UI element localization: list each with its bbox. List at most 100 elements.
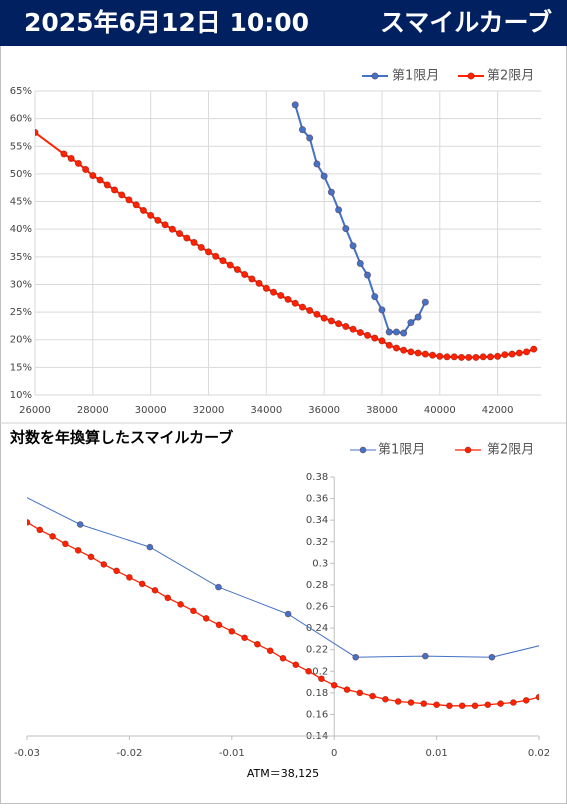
- data-point: [113, 567, 120, 575]
- data-point: [330, 681, 338, 689]
- data-point: [100, 561, 108, 568]
- x-tick-label: 26000: [19, 405, 51, 416]
- data-point: [177, 600, 184, 608]
- data-point: [277, 291, 285, 300]
- data-point: [486, 353, 494, 361]
- data-point: [219, 257, 227, 265]
- data-point: [421, 652, 429, 660]
- data-point: [168, 225, 176, 233]
- x-tick-label: 30000: [135, 405, 167, 416]
- data-point: [414, 349, 422, 357]
- data-point: [132, 201, 140, 209]
- legend-marker: [467, 72, 475, 80]
- data-point: [318, 675, 325, 683]
- data-point: [266, 647, 274, 655]
- data-point: [125, 196, 133, 204]
- data-point: [313, 160, 321, 168]
- data-point: [343, 686, 351, 693]
- data-point: [190, 238, 198, 246]
- x-tick-label: 36000: [308, 405, 340, 416]
- data-point: [436, 352, 444, 360]
- data-point: [458, 702, 466, 710]
- data-point: [342, 322, 350, 331]
- data-point: [400, 329, 408, 337]
- data-point: [421, 350, 429, 358]
- data-point: [248, 275, 256, 283]
- data-point: [138, 580, 146, 588]
- data-point: [385, 341, 393, 349]
- data-point: [349, 325, 357, 333]
- data-point: [472, 353, 480, 361]
- data-point: [110, 186, 119, 194]
- data-point: [522, 348, 531, 356]
- plot-area: [35, 101, 538, 361]
- y-tick-label: 20%: [10, 335, 32, 346]
- y-tick-label: 35%: [10, 252, 32, 263]
- data-point: [292, 661, 300, 669]
- data-point: [414, 313, 422, 321]
- legend-label: 第1限月: [392, 69, 439, 84]
- data-point: [103, 181, 111, 189]
- header-date: 2025年6月12日 10:00: [24, 8, 309, 37]
- data-point: [212, 252, 220, 260]
- y-tick-label: 0.34: [306, 515, 328, 526]
- chart-title: 対数を年換算したスマイルカーブ: [9, 429, 233, 447]
- y-tick-label: 10%: [10, 390, 32, 401]
- data-point: [139, 206, 147, 214]
- data-point: [420, 700, 428, 707]
- data-point: [371, 293, 379, 301]
- data-point: [35, 128, 39, 137]
- legend-label: 第2限月: [487, 443, 534, 458]
- y-tick-label: 60%: [10, 114, 32, 125]
- y-tick-label: 55%: [10, 141, 32, 152]
- data-point: [501, 351, 509, 359]
- data-point: [471, 702, 479, 710]
- data-point: [67, 154, 75, 162]
- y-tick-label: 0.3: [312, 558, 328, 569]
- header-bar: [0, 0, 567, 46]
- data-point: [392, 344, 400, 352]
- legend-marker: [371, 72, 379, 80]
- y-tick-label: 0.28: [306, 580, 328, 591]
- data-point: [291, 101, 299, 109]
- data-point: [305, 667, 312, 675]
- data-point: [407, 348, 415, 356]
- y-tick-label: 0.18: [306, 688, 328, 699]
- x-tick-label: 28000: [77, 405, 109, 416]
- data-point: [241, 634, 248, 642]
- y-tick-label: 30%: [10, 279, 32, 290]
- data-point: [327, 188, 335, 196]
- data-point: [510, 699, 517, 706]
- plot-area: [27, 497, 539, 710]
- data-point: [60, 150, 68, 158]
- x-tick-label: 42000: [482, 405, 514, 416]
- data-point: [74, 547, 82, 554]
- legend-marker: [464, 446, 472, 454]
- data-point: [202, 615, 210, 622]
- data-point: [465, 353, 473, 361]
- data-point: [254, 640, 261, 648]
- data-point: [378, 337, 386, 345]
- data-point: [176, 230, 184, 238]
- data-point: [82, 165, 90, 174]
- data-point: [204, 248, 213, 256]
- data-point: [378, 306, 386, 314]
- x-tick-label: 0.02: [528, 748, 550, 759]
- data-point: [535, 693, 539, 701]
- data-point: [74, 159, 82, 167]
- x-tick-label: 40000: [424, 405, 456, 416]
- data-point: [494, 352, 502, 360]
- data-point: [371, 334, 379, 342]
- data-point: [385, 328, 393, 336]
- data-point: [484, 701, 492, 709]
- header-title: スマイルカーブ: [380, 8, 552, 37]
- data-point: [327, 317, 335, 325]
- data-point: [154, 216, 162, 224]
- y-tick-label: 0.16: [306, 709, 328, 720]
- data-point: [306, 306, 314, 314]
- data-point: [284, 295, 292, 303]
- data-point: [433, 701, 440, 709]
- data-point: [151, 586, 159, 594]
- data-point: [342, 225, 350, 233]
- data-point: [306, 134, 314, 142]
